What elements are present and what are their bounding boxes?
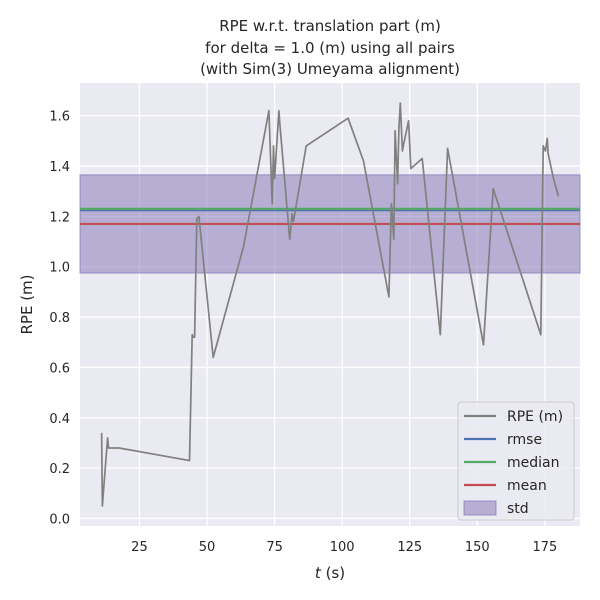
x-tick-label: 50 [199,540,216,555]
rpe-series-line [100,102,560,507]
y-axis-label: RPE (m) [18,274,36,334]
x-tick-label: 175 [532,540,557,555]
legend-label: rmse [507,432,542,448]
x-axis-label: t (s) [315,564,345,582]
x-tick-label: 25 [131,540,148,555]
y-tick-label: 1.4 [49,160,70,175]
x-tick-label: 100 [330,540,355,555]
chart-title-line-3: (with Sim(3) Umeyama alignment) [200,60,460,78]
legend-label: mean [507,478,547,494]
legend-label: RPE (m) [507,409,563,425]
x-axis-label-var: t [315,564,322,582]
legend-label: median [507,455,559,471]
x-tick-label: 75 [266,540,283,555]
x-tick-label: 150 [465,540,490,555]
y-tick-label: 1.6 [49,110,70,125]
y-tick-label: 0.2 [49,462,70,477]
y-tick-label: 0.4 [49,412,70,427]
y-tick-label: 0.0 [49,512,70,527]
chart-title-line-1: RPE w.r.t. translation part (m) [219,17,441,35]
legend: RPE (m) rmse median mean std [457,401,575,521]
series-layer [100,102,560,507]
y-tick-label: 0.8 [49,311,70,326]
chart-title-line-2: for delta = 1.0 (m) using all pairs [205,39,455,57]
legend-box [457,401,575,521]
x-axis-label-unit: (s) [321,564,345,582]
y-tick-label: 0.6 [49,361,70,376]
x-tick-label: 125 [397,540,422,555]
y-tick-label: 1.2 [49,210,70,225]
y-tick-label: 1.0 [49,261,70,276]
stat-lines-layer [80,207,580,226]
tick-labels: 25 50 75 100 125 150 175 0.0 0.2 0.4 0.6 0.8 1.0 1.2 1… [49,110,557,555]
legend-label: std [507,501,529,517]
legend-swatch [463,500,497,516]
